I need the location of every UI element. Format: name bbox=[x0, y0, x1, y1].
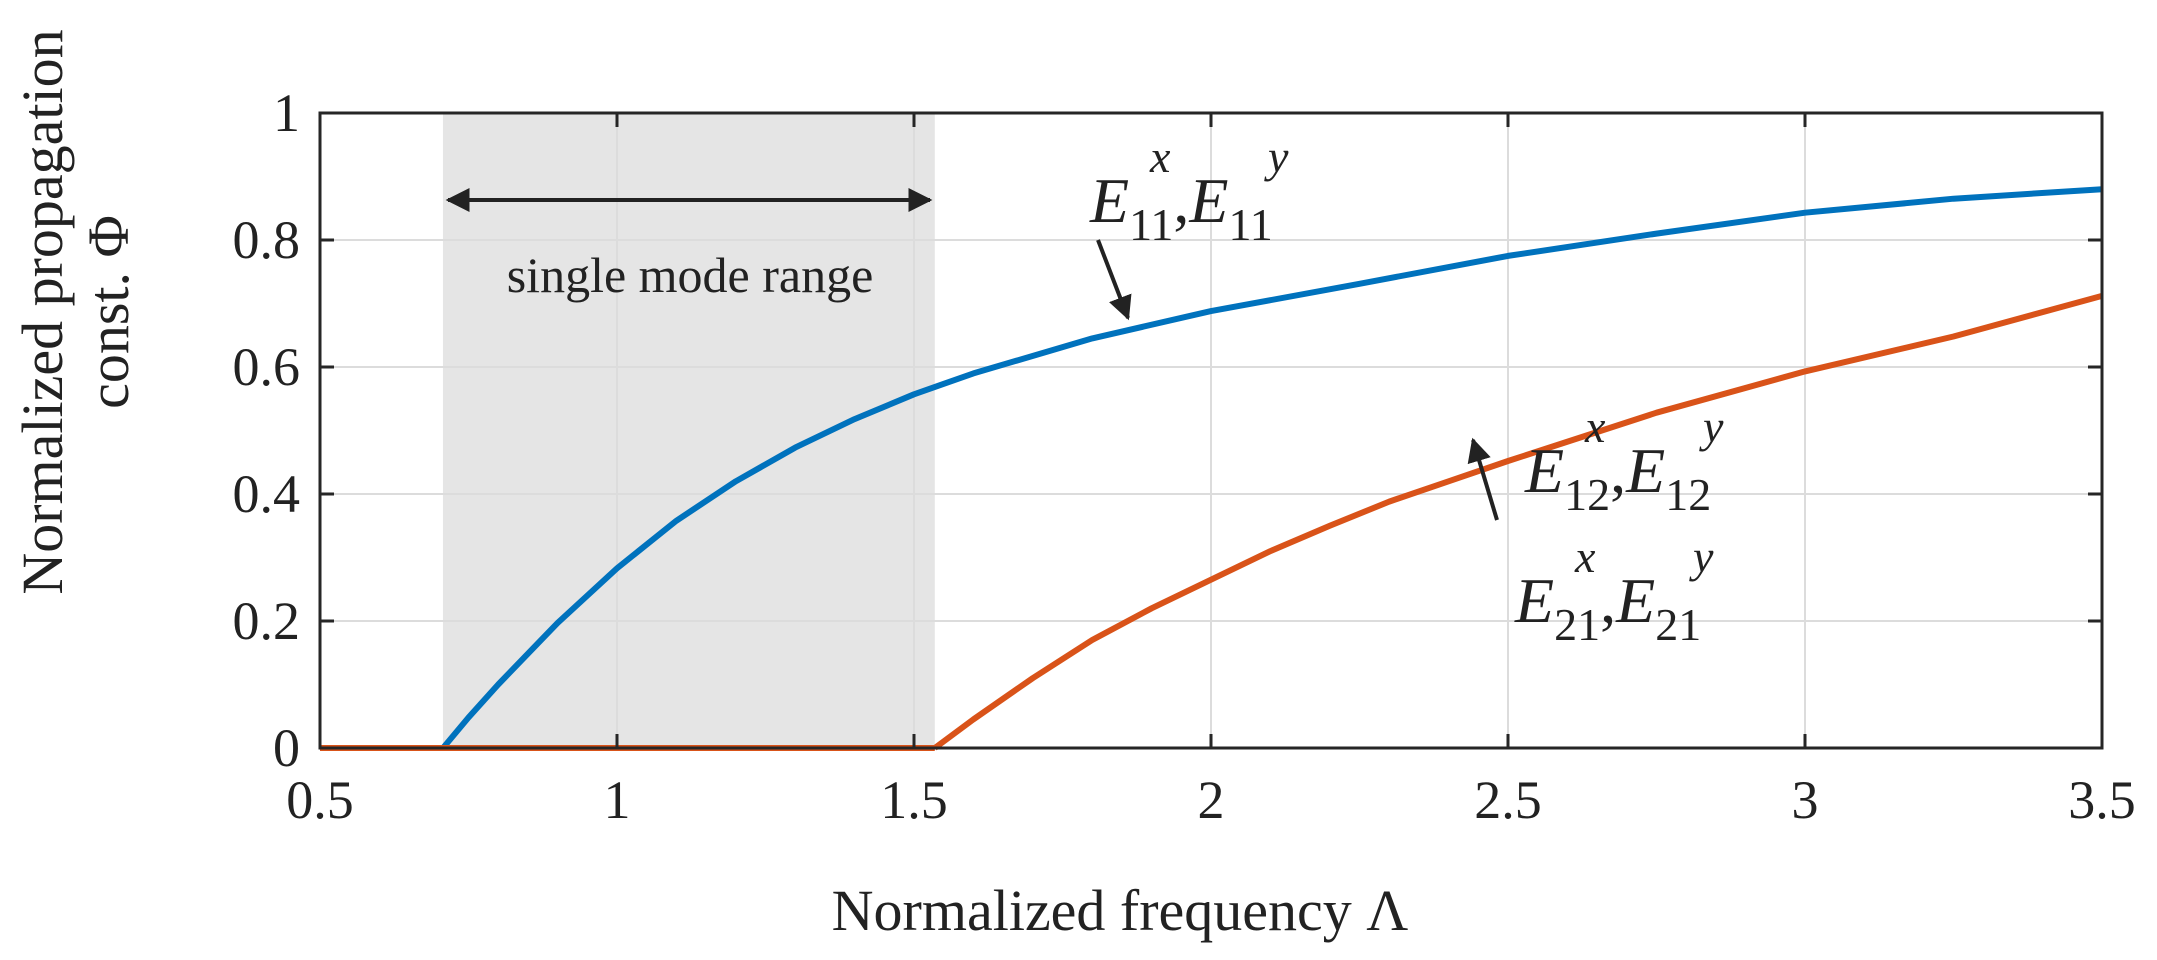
grid bbox=[320, 113, 2102, 748]
e21-sup-x: x bbox=[1574, 531, 1596, 582]
series-1-line bbox=[440, 186, 2103, 750]
e11-sup-y: y bbox=[1264, 131, 1289, 182]
y-tick-label: 0.6 bbox=[233, 337, 301, 397]
y-tick-label: 0.2 bbox=[233, 591, 301, 651]
x-tick-label: 3 bbox=[1792, 770, 1819, 830]
e11-pointer-arrow bbox=[1096, 239, 1132, 321]
y-axis-label-line2: const. Φ bbox=[76, 215, 141, 409]
x-tick-label: 3.5 bbox=[2068, 770, 2136, 830]
single-mode-label: single mode range bbox=[507, 247, 874, 303]
x-axis-label: Normalized frequency Λ bbox=[832, 878, 1409, 943]
e11-sup-x: x bbox=[1149, 131, 1171, 182]
e12-pointer-arrow bbox=[1467, 437, 1499, 521]
y-axis-label-line1: Normalized propagation bbox=[10, 29, 75, 594]
ticks: 0.5 1 1.5 2 2.5 3 3.5 0 0.2 0.4 0.6 0.8 1 bbox=[233, 83, 2136, 830]
y-tick-label: 1 bbox=[273, 83, 300, 143]
series-2-line bbox=[933, 293, 2103, 751]
e12-sup-x: x bbox=[1584, 401, 1606, 452]
y-tick-label: 0.8 bbox=[233, 210, 301, 270]
e21-sup-y: y bbox=[1689, 531, 1714, 582]
e21-label: E21,E21 bbox=[1514, 565, 1701, 650]
x-tick-label: 1 bbox=[604, 770, 631, 830]
y-tick-label: 0.4 bbox=[233, 464, 301, 524]
x-tick-label: 1.5 bbox=[880, 770, 948, 830]
e12-label: E12,E12 bbox=[1524, 435, 1711, 520]
e11-label: E11,E11 bbox=[1089, 165, 1273, 250]
e12-sup-y: y bbox=[1699, 401, 1724, 452]
y-tick-label: 0 bbox=[273, 718, 300, 778]
shaded-region bbox=[442, 113, 935, 748]
x-tick-label: 0.5 bbox=[286, 770, 354, 830]
x-tick-label: 2.5 bbox=[1474, 770, 1542, 830]
x-tick-label: 2 bbox=[1198, 770, 1225, 830]
